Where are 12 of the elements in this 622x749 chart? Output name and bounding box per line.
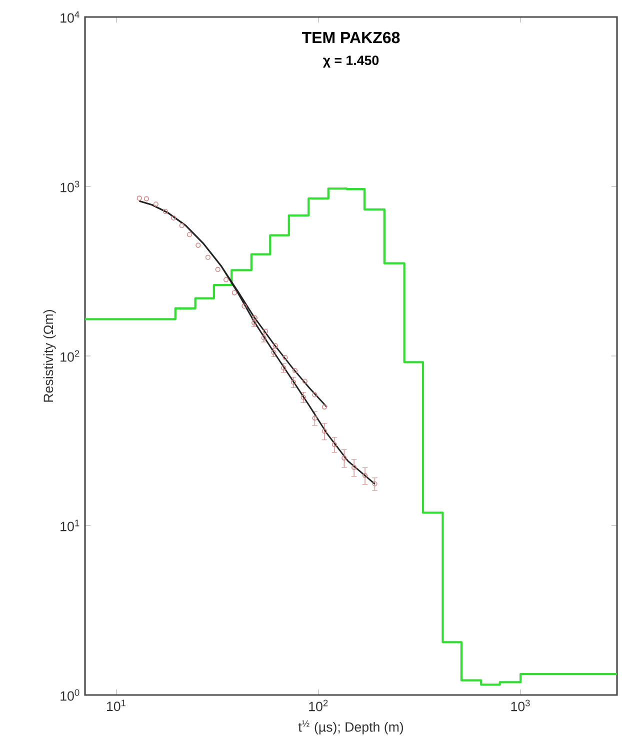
- x-tick-label: 10$^{3}$: [511, 700, 530, 712]
- y-tick-label: 10$^{2}$: [60, 350, 80, 362]
- y-tick-label: 10$^{4}$: [60, 11, 80, 23]
- y-tick-label: 10$^{1}$: [60, 520, 80, 532]
- x-tick-label: 10$^{2}$: [309, 700, 328, 712]
- y-axis-title: Resistivity (Ωm): [43, 310, 56, 402]
- x-axis-title: t$^{½}$ (µs); Depth (m): [298, 720, 404, 734]
- x-tick-label: 10$^{1}$: [107, 700, 126, 712]
- y-tick-label: 10$^{0}$: [60, 689, 80, 701]
- y-tick-label: 10$^{3}$: [60, 180, 80, 192]
- text: TEM PAKZ68: [302, 32, 400, 44]
- text: χ = 1.450: [322, 56, 379, 68]
